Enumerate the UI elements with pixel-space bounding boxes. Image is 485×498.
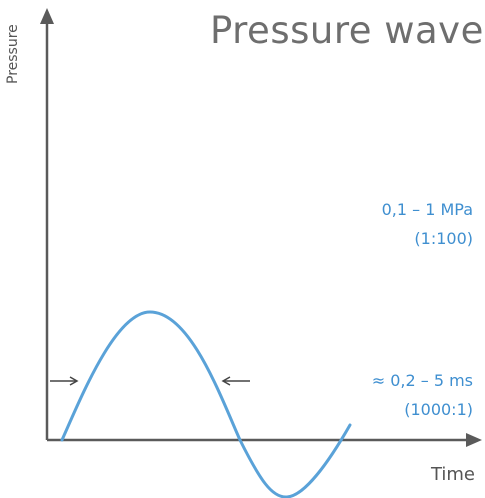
x-axis-arrow-icon (466, 433, 482, 447)
duration-range-label: ≈ 0,2 – 5 ms (371, 371, 473, 390)
pressure-wave-curve (60, 310, 352, 498)
diagram-title: Pressure waves (210, 9, 485, 52)
pressure-ratio-label: (1:100) (414, 229, 473, 248)
right-marker-arrow-icon (221, 376, 250, 386)
left-marker-arrow-icon (50, 376, 79, 386)
x-axis-label: Time (430, 464, 475, 485)
pressure-range-label: 0,1 – 1 MPa (381, 200, 473, 219)
y-axis-label: Pressure (5, 24, 21, 84)
y-axis-arrow-icon (40, 8, 54, 24)
duration-ratio-label: (1000:1) (404, 400, 473, 419)
